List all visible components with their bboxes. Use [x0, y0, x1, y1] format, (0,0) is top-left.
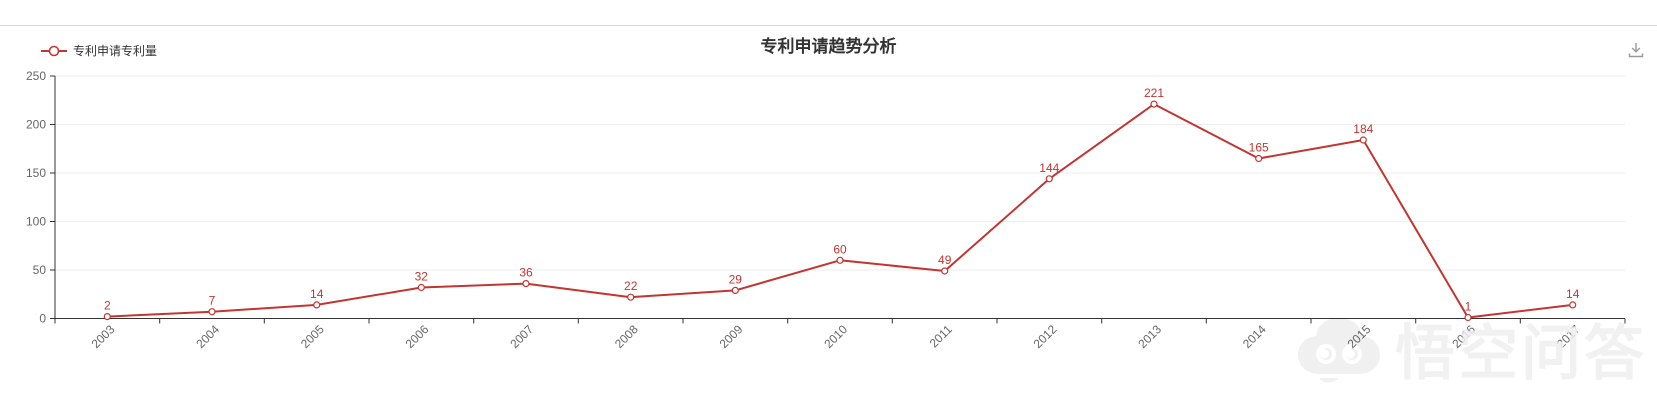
svg-text:49: 49 — [938, 253, 952, 267]
svg-text:200: 200 — [26, 118, 46, 132]
svg-text:2013: 2013 — [1135, 322, 1164, 351]
svg-text:2010: 2010 — [821, 322, 850, 351]
svg-text:60: 60 — [833, 242, 847, 256]
y-gridlines — [55, 75, 1625, 271]
svg-text:2015: 2015 — [1345, 322, 1374, 351]
svg-text:1: 1 — [1465, 300, 1472, 314]
svg-text:50: 50 — [33, 263, 47, 277]
svg-text:184: 184 — [1353, 122, 1373, 136]
svg-text:2017: 2017 — [1554, 322, 1583, 351]
svg-text:2014: 2014 — [1240, 322, 1269, 351]
save-as-image-button[interactable] — [1627, 41, 1645, 59]
svg-text:2005: 2005 — [298, 322, 327, 351]
svg-text:250: 250 — [26, 69, 46, 83]
svg-text:32: 32 — [415, 270, 429, 284]
svg-text:2016: 2016 — [1449, 322, 1478, 351]
svg-text:150: 150 — [26, 166, 46, 180]
legend-item-patent-series[interactable]: 专利申请专利量 — [40, 42, 157, 59]
svg-text:2011: 2011 — [927, 322, 955, 350]
svg-text:7: 7 — [209, 294, 216, 308]
top-divider — [0, 25, 1657, 26]
svg-text:2009: 2009 — [717, 322, 746, 351]
download-icon — [1627, 41, 1645, 59]
svg-text:100: 100 — [26, 215, 46, 229]
svg-text:165: 165 — [1249, 141, 1269, 155]
svg-text:0: 0 — [39, 312, 46, 326]
svg-text:2: 2 — [104, 299, 111, 313]
x-axis — [54, 318, 1626, 324]
legend-label: 专利申请专利量 — [73, 44, 158, 58]
data-point-markers[interactable] — [103, 100, 1577, 322]
svg-text:36: 36 — [519, 266, 533, 280]
series-line — [106, 103, 1574, 319]
svg-text:2008: 2008 — [612, 322, 641, 351]
svg-text:144: 144 — [1039, 161, 1059, 175]
x-tick-labels: 2003 2004 2005 2006 2007 2008 2009 2010 2011 2012… — [89, 322, 1583, 351]
svg-text:14: 14 — [310, 287, 324, 301]
svg-text:22: 22 — [624, 279, 638, 293]
y-axis — [50, 75, 56, 319]
data-labels: 2 7 14 32 36 22 29 60 49 144 221 165 184 1 14 — [104, 86, 1580, 313]
svg-text:2006: 2006 — [403, 322, 432, 351]
svg-text:2004: 2004 — [193, 322, 222, 351]
svg-text:29: 29 — [729, 272, 743, 286]
svg-text:2007: 2007 — [507, 322, 536, 351]
svg-text:2012: 2012 — [1031, 322, 1060, 351]
y-tick-labels: 0 50 100 150 200 250 — [26, 69, 46, 326]
svg-text:221: 221 — [1144, 86, 1164, 100]
legend-line-marker-icon — [40, 45, 68, 57]
svg-text:2003: 2003 — [89, 322, 118, 351]
svg-text:14: 14 — [1566, 287, 1580, 301]
